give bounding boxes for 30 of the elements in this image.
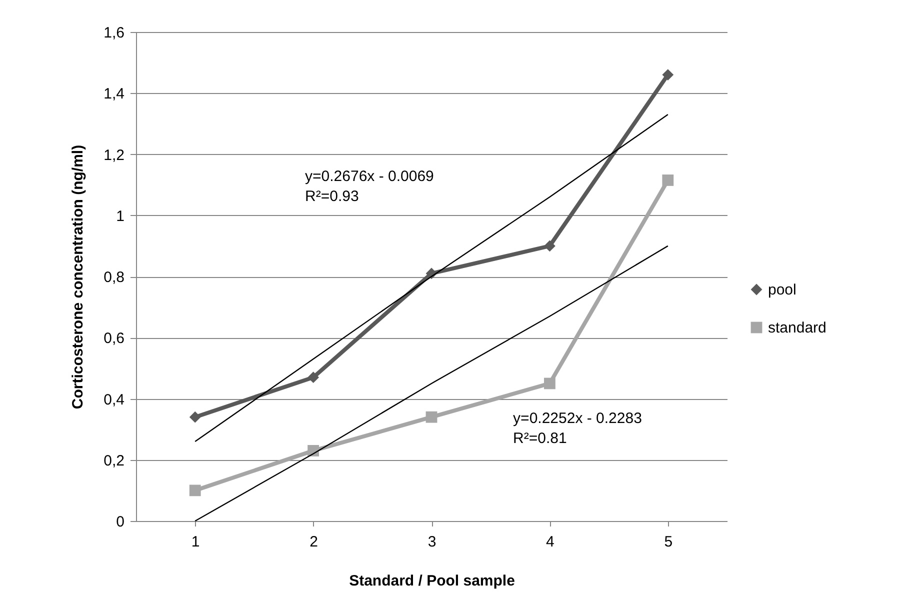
point [662,174,674,186]
x-axis-title: Standard / Pool sample [349,572,515,590]
point [189,411,201,423]
line-series [194,114,668,442]
y-tick-label: 0,8 [104,269,124,286]
point [426,411,438,423]
annotation: y=0.2676x - 0.0069 R²=0.93 [305,168,434,205]
y-tick-label: 1,6 [104,24,124,42]
point [544,378,556,390]
y-tick-label: 0,4 [104,391,124,408]
x-tick-label: 3 [428,534,436,550]
x-tick-label: 5 [664,534,673,550]
point [308,372,319,384]
x-tick-label: 1 [191,534,200,550]
y-tick-label: 0,6 [104,330,124,348]
point [662,69,674,80]
point [189,484,201,496]
y-tick-label: 0,2 [104,452,124,470]
y-tick-label: 1,4 [104,86,124,103]
legend-label: standard [768,320,826,336]
legend-label: pool [768,282,796,298]
x-tick-label: 2 [310,534,318,550]
y-tick-label: 1 [116,208,124,225]
annotation: y=0.2252x - 0.2283 R²=0.81 [513,410,642,447]
y-axis-title: Corticosterone concentration (ng/ml) [70,144,87,410]
y-tick-label: 1,2 [104,146,124,164]
line-series [194,245,668,522]
x-tick-label: 4 [546,534,554,550]
y-tick-label: 0 [116,514,124,530]
point [544,240,556,252]
